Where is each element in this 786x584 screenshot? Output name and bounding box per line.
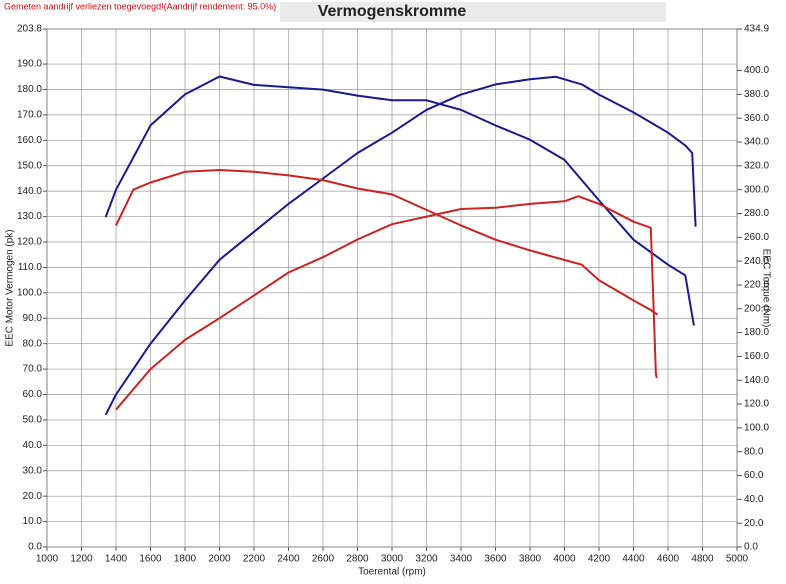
y-tick-label: 100.0 bbox=[17, 287, 42, 298]
y-tick-label: 110.0 bbox=[18, 262, 43, 273]
x-tick-label: 2400 bbox=[277, 554, 300, 565]
x-tick-label: 2800 bbox=[346, 554, 369, 565]
y-tick-label: 20.0 bbox=[23, 491, 43, 502]
y2-tick-label: 20.0 bbox=[744, 518, 764, 529]
y2-tick-label: 200.0 bbox=[744, 303, 769, 314]
series-line bbox=[104, 75, 695, 326]
x-tick-label: 3200 bbox=[415, 554, 438, 565]
y2-tick-label: 434.9 bbox=[744, 24, 769, 35]
y2-axis-label: EEC Torque (Nm) bbox=[760, 249, 771, 328]
x-tick-label: 4800 bbox=[691, 554, 714, 565]
y-tick-label: 140.0 bbox=[17, 186, 42, 197]
chart-subtitle: Gemeten aandrijf verliezen toegevoegd!(A… bbox=[4, 1, 276, 11]
y-tick-label: 180.0 bbox=[17, 84, 42, 95]
y2-tick-label: 120.0 bbox=[744, 399, 769, 410]
y-tick-label: 60.0 bbox=[23, 389, 43, 400]
y-tick-label: 170.0 bbox=[17, 110, 42, 121]
y-tick-label: 10.0 bbox=[23, 516, 43, 527]
series-line bbox=[115, 195, 658, 411]
y-tick-label: 30.0 bbox=[23, 465, 43, 476]
y2-tick-label: 380.0 bbox=[744, 89, 769, 100]
y-tick-label: 160.0 bbox=[17, 135, 42, 146]
y-tick-label: 190.0 bbox=[17, 59, 42, 70]
x-tick-label: 4400 bbox=[622, 554, 645, 565]
y2-tick-label: 400.0 bbox=[744, 65, 769, 76]
y-tick-label: 80.0 bbox=[23, 338, 43, 349]
y2-tick-label: 240.0 bbox=[744, 256, 769, 267]
y2-tick-label: 160.0 bbox=[744, 351, 769, 362]
y-tick-label: 90.0 bbox=[23, 313, 43, 324]
y2-tick-label: 300.0 bbox=[744, 184, 769, 195]
y2-tick-label: 140.0 bbox=[744, 375, 769, 386]
y-tick-label: 150.0 bbox=[17, 160, 42, 171]
y2-tick-label: 80.0 bbox=[744, 446, 764, 457]
y-tick-label: 130.0 bbox=[17, 211, 42, 222]
y2-tick-label: 280.0 bbox=[744, 208, 769, 219]
y-tick-label: 70.0 bbox=[23, 364, 43, 375]
x-tick-label: 3800 bbox=[519, 554, 542, 565]
y-tick-label: 203.8 bbox=[17, 24, 42, 35]
title-box bbox=[280, 2, 666, 22]
x-tick-label: 2600 bbox=[312, 554, 335, 565]
y2-tick-label: 220.0 bbox=[744, 280, 769, 291]
chart-title: Vermogenskromme bbox=[318, 3, 467, 20]
x-tick-label: 1000 bbox=[36, 554, 59, 565]
x-axis-label: Toerental (rpm) bbox=[358, 567, 426, 578]
y2-tick-label: 60.0 bbox=[744, 470, 764, 481]
y-tick-label: 40.0 bbox=[23, 440, 43, 451]
y2-tick-label: 180.0 bbox=[744, 327, 769, 338]
series-line bbox=[115, 169, 659, 316]
x-tick-label: 1600 bbox=[139, 554, 162, 565]
x-tick-label: 1400 bbox=[105, 554, 128, 565]
y-tick-label: 50.0 bbox=[23, 415, 43, 426]
x-tick-label: 4600 bbox=[657, 554, 680, 565]
x-tick-label: 4000 bbox=[553, 554, 576, 565]
y2-tick-label: 100.0 bbox=[744, 423, 769, 434]
x-tick-label: 3000 bbox=[381, 554, 404, 565]
y-axis-label: EEC Motor Vermogen (pk) bbox=[5, 229, 16, 346]
series-line bbox=[104, 75, 697, 416]
x-tick-label: 3600 bbox=[484, 554, 507, 565]
x-tick-label: 5000 bbox=[726, 554, 749, 565]
y-tick-label: 120.0 bbox=[17, 237, 42, 248]
y-tick-label: 0.0 bbox=[28, 542, 42, 553]
x-tick-label: 1200 bbox=[70, 554, 93, 565]
x-tick-label: 2000 bbox=[208, 554, 231, 565]
x-tick-label: 3400 bbox=[450, 554, 473, 565]
y2-tick-label: 260.0 bbox=[744, 232, 769, 243]
y2-tick-label: 320.0 bbox=[744, 160, 769, 171]
x-tick-label: 1800 bbox=[174, 554, 197, 565]
y2-tick-label: 360.0 bbox=[744, 113, 769, 124]
y2-tick-label: 0.0 bbox=[744, 542, 758, 553]
x-tick-label: 4200 bbox=[588, 554, 611, 565]
y2-tick-label: 340.0 bbox=[744, 137, 769, 148]
y2-tick-label: 40.0 bbox=[744, 494, 764, 505]
x-tick-label: 2200 bbox=[243, 554, 266, 565]
